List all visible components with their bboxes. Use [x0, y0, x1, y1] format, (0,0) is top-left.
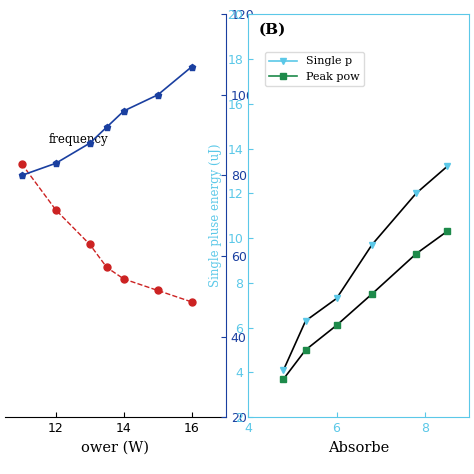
Text: (B): (B) — [259, 22, 286, 36]
Single p — [281, 367, 286, 373]
Peak pow — [334, 322, 339, 328]
Peak pow — [444, 228, 450, 234]
X-axis label: Absorbe: Absorbe — [328, 440, 389, 455]
Single p — [369, 242, 375, 247]
Peak pow — [413, 251, 419, 256]
X-axis label: ower (W): ower (W) — [82, 440, 149, 455]
Line: Peak pow: Peak pow — [280, 228, 451, 383]
Single p — [334, 296, 339, 301]
Peak pow — [281, 376, 286, 382]
Single p — [444, 164, 450, 169]
Single p — [303, 318, 309, 324]
Text: frequency: frequency — [49, 133, 109, 146]
Legend: Single p, Peak pow: Single p, Peak pow — [264, 52, 364, 86]
Peak pow — [369, 291, 375, 297]
Single p — [413, 191, 419, 196]
Y-axis label: Repetition frequency (kHz): Repetition frequency (kHz) — [260, 135, 273, 297]
Line: Single p: Single p — [280, 163, 451, 374]
Y-axis label: Single pluse energy (uJ): Single pluse energy (uJ) — [209, 144, 222, 287]
Peak pow — [303, 347, 309, 353]
